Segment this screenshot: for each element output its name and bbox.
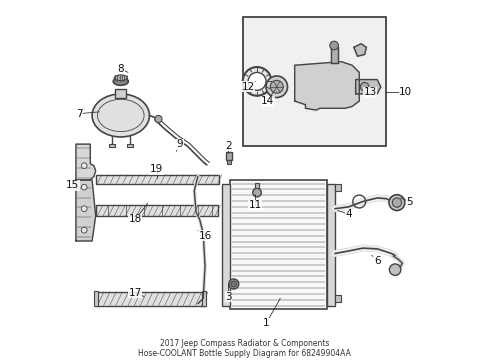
Polygon shape [330,47,337,63]
Circle shape [81,163,87,168]
Circle shape [230,281,236,287]
Bar [96,175,219,184]
Circle shape [81,206,87,212]
Polygon shape [76,144,96,180]
Text: 2: 2 [224,141,231,151]
Ellipse shape [92,94,149,137]
Text: 4: 4 [345,209,351,219]
Ellipse shape [114,75,127,81]
Circle shape [388,264,400,275]
Circle shape [270,80,283,93]
Circle shape [81,184,87,190]
Polygon shape [294,62,359,110]
Circle shape [242,67,271,96]
Circle shape [81,227,87,233]
Polygon shape [353,44,366,56]
Text: 14: 14 [261,96,274,106]
Ellipse shape [113,77,128,85]
Text: 11: 11 [248,200,262,210]
Polygon shape [355,80,380,94]
Text: 5: 5 [406,197,412,207]
Bar [326,184,334,306]
Text: 16: 16 [198,231,211,240]
Circle shape [228,279,238,289]
Bar [334,184,341,191]
Bar [96,292,204,306]
Bar [202,291,206,306]
Circle shape [329,41,338,50]
Circle shape [252,188,261,197]
Text: 19: 19 [150,164,163,174]
Bar [222,184,230,306]
Bar [115,89,126,98]
Text: 18: 18 [128,215,142,224]
Text: 17: 17 [128,288,142,298]
Circle shape [360,82,368,91]
Text: 15: 15 [65,180,79,190]
Bar [255,183,258,188]
Text: 7: 7 [76,109,82,119]
Text: 1: 1 [262,319,269,328]
Circle shape [391,198,401,207]
Text: 2017 Jeep Compass Radiator & Components
Hose-COOLANT Bottle Supply Diagram for 6: 2017 Jeep Compass Radiator & Components … [138,339,350,358]
Polygon shape [76,180,96,241]
Bar [126,144,132,147]
Bar [94,291,98,306]
Bar [225,152,231,160]
Circle shape [155,116,162,123]
Text: 12: 12 [241,82,254,92]
Bar [109,144,115,147]
Circle shape [247,72,265,90]
Text: 8: 8 [117,64,124,74]
Circle shape [265,76,287,98]
Text: 13: 13 [363,87,376,97]
Text: 10: 10 [399,87,411,97]
Bar [242,17,386,146]
Circle shape [388,195,404,211]
Bar [230,180,326,309]
Text: 6: 6 [373,256,380,266]
Bar [226,159,230,164]
Text: 3: 3 [224,292,231,302]
Bar [334,296,341,302]
Text: 9: 9 [176,139,183,149]
Bar [96,205,217,216]
